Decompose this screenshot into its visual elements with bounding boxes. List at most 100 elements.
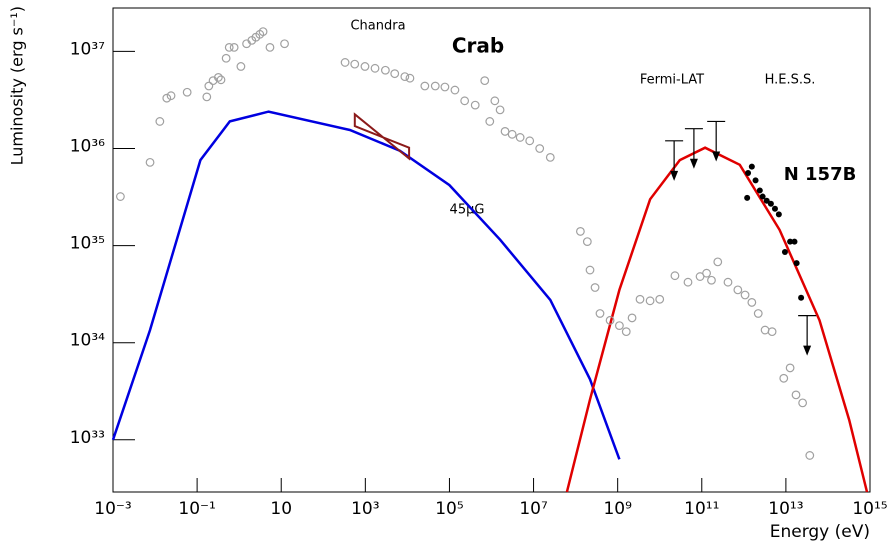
data-point: [216, 75, 226, 85]
data-point: [280, 39, 289, 49]
data-point: [360, 62, 370, 71]
data-point: [202, 92, 212, 102]
data-point: [490, 96, 500, 106]
data-point: [116, 192, 125, 201]
data-point: [470, 100, 480, 110]
data-point: [723, 277, 733, 287]
x-tick-label: 10: [270, 499, 292, 519]
upper-limit-part: [689, 158, 698, 169]
data-point: [595, 309, 605, 318]
data-point: [221, 53, 231, 63]
data-point: [495, 105, 505, 115]
x-tick-label: 10¹⁵: [852, 499, 887, 519]
data-point: [545, 152, 555, 162]
data-point: [605, 315, 615, 325]
data-point: [759, 193, 766, 200]
x-tick-label: 10⁻³: [94, 499, 131, 519]
data-point: [582, 237, 592, 246]
data-point: [400, 72, 410, 82]
data-point: [162, 93, 172, 103]
plot-frame: [112, 7, 871, 493]
data-point: [779, 373, 789, 383]
y-tick-label: 10³⁵: [70, 234, 105, 254]
data-point: [145, 157, 155, 167]
data-point: [733, 285, 743, 295]
data-point: [390, 69, 400, 79]
data-point: [213, 73, 223, 82]
data-point: [507, 129, 517, 139]
data-point: [500, 127, 510, 136]
data-point: [767, 327, 777, 337]
upper-limit-part: [670, 170, 679, 181]
data-point: [744, 194, 751, 201]
data-point: [450, 85, 460, 95]
data-point: [785, 363, 795, 373]
data-point: [787, 238, 794, 245]
data-point: [576, 227, 585, 236]
data-point: [781, 248, 788, 255]
data-point: [798, 294, 805, 301]
y-tick-label: 10³⁴: [70, 331, 105, 351]
data-point: [590, 283, 600, 292]
upper-limit: [665, 140, 684, 181]
data-point: [460, 96, 470, 106]
data-point: [166, 91, 176, 101]
y-tick-label: 10³⁶: [70, 137, 105, 157]
data-point: [204, 81, 214, 91]
data-point: [683, 277, 693, 287]
y-tick-label: 10³⁷: [70, 39, 105, 59]
data-point: [771, 205, 778, 212]
data-point: [229, 42, 239, 52]
x-tick-label: 10⁹: [603, 499, 632, 519]
x-tick-label: 10¹³: [768, 499, 803, 519]
annotation: Crab: [452, 34, 504, 58]
upper-limit-part: [712, 151, 721, 162]
data-point: [627, 313, 637, 323]
annotation: N 157B: [784, 164, 857, 185]
data-point: [420, 81, 430, 91]
data-point: [713, 257, 723, 267]
data-point: [747, 298, 757, 307]
data-point: [224, 42, 234, 52]
y-axis-label: Luminosity (erg s⁻¹): [8, 6, 27, 165]
data-point: [793, 260, 800, 267]
data-point: [155, 117, 165, 126]
data-point: [748, 163, 755, 170]
x-tick-label: 10⁷: [519, 499, 548, 519]
upper-limit: [798, 315, 817, 356]
data-point: [236, 62, 246, 71]
data-point: [745, 169, 752, 176]
upper-limit: [707, 120, 726, 162]
upper-limit: [684, 128, 703, 169]
data-point: [350, 59, 360, 69]
annotation: Fermi-LAT: [640, 73, 704, 88]
data-point: [182, 87, 192, 97]
x-axis-label: Energy (eV): [770, 522, 870, 542]
data-point: [767, 200, 774, 207]
data-point: [763, 197, 770, 204]
curve: [111, 110, 621, 460]
data-point: [753, 309, 763, 318]
x-tick-label: 10⁵: [435, 499, 463, 519]
data-point: [405, 73, 415, 83]
upper-limit-part: [803, 345, 812, 356]
data-point: [740, 290, 750, 300]
data-point: [635, 294, 645, 304]
x-tick-label: 10¹¹: [684, 499, 719, 519]
data-point: [485, 117, 495, 126]
x-tick-label: 10⁻¹: [178, 499, 215, 519]
data-point: [798, 398, 808, 408]
data-point: [621, 327, 631, 337]
data-point: [752, 177, 759, 184]
curve: [565, 146, 869, 493]
y-tick-label: 10³³: [70, 428, 105, 448]
data-point: [265, 42, 275, 52]
data-point: [615, 321, 624, 331]
data-point: [791, 238, 798, 245]
annotation: Chandra: [350, 19, 405, 34]
annotation: H.E.S.S.: [765, 73, 816, 88]
x-tick-label: 10³: [351, 499, 379, 519]
data-point: [525, 136, 535, 146]
data-point: [340, 58, 350, 67]
